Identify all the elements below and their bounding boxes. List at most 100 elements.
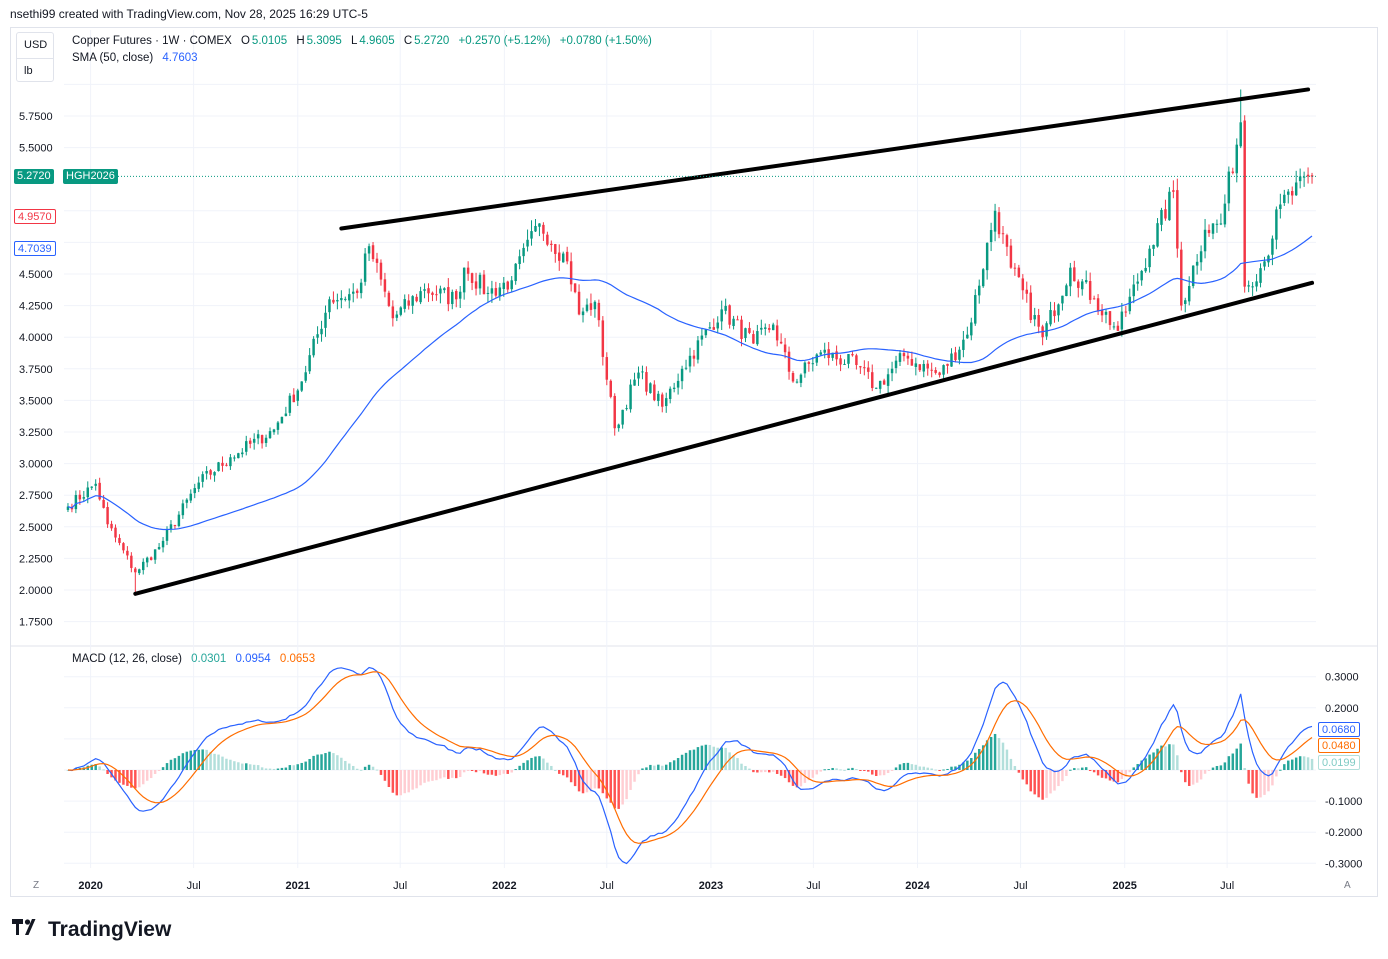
candle-body <box>1279 204 1282 209</box>
macd-hist-bar <box>1310 758 1314 770</box>
macd-hist-bar <box>415 770 418 789</box>
macd-hist-bar <box>764 770 767 773</box>
macd-hist-bar <box>661 765 664 770</box>
macd-hist-bar <box>114 770 117 781</box>
currency-label[interactable]: USD <box>17 33 53 59</box>
macd-hist-bar <box>530 757 533 770</box>
macd-hist-bar <box>775 770 779 774</box>
candle-body <box>264 437 268 443</box>
time-axis-label: 2022 <box>492 880 516 892</box>
macd-hist-bar <box>355 768 359 770</box>
macd-hist-bar <box>526 760 529 770</box>
macd-hist-bar <box>641 768 644 770</box>
auto-scale-button[interactable]: A <box>1344 880 1351 891</box>
candle-body <box>577 291 581 315</box>
macd-hist-bar <box>811 770 815 778</box>
candle-body <box>1148 248 1151 268</box>
candle-body <box>126 550 129 556</box>
macd-hist-bar <box>585 770 589 793</box>
macd-hist-bar <box>1013 766 1017 770</box>
candle-body <box>169 524 173 530</box>
candle-body <box>486 292 490 294</box>
candle-body <box>1191 265 1195 287</box>
macd-hist-bar <box>609 770 612 803</box>
candle-body <box>324 312 327 328</box>
macd-hist-bar <box>906 762 910 770</box>
candle-body <box>589 303 593 310</box>
candle-body <box>534 225 537 232</box>
macd-hist-bar <box>1045 770 1048 798</box>
candle-body <box>720 309 723 322</box>
candle-body <box>680 368 684 382</box>
macd-hist-bar <box>288 765 292 770</box>
candle-body <box>771 324 775 331</box>
unit-selector[interactable]: USD lb <box>16 32 54 82</box>
candle-body <box>1223 203 1227 225</box>
time-axis-label: Jul <box>1220 880 1234 892</box>
macd-hist-bar <box>657 764 660 770</box>
macd-hist-bar <box>118 770 121 783</box>
candle-body <box>657 393 660 401</box>
macd-hist-bar <box>344 760 347 770</box>
candle-body <box>399 307 403 315</box>
macd-hist-bar <box>1041 770 1044 800</box>
macd-hist-bar <box>431 770 434 781</box>
unit-label[interactable]: lb <box>24 65 33 77</box>
candle-body <box>760 327 763 330</box>
candle-body <box>482 274 486 295</box>
macd-hist-bar <box>716 747 719 770</box>
candle-body <box>122 543 125 551</box>
candle-body <box>696 340 700 360</box>
candle-body <box>118 537 121 543</box>
candle-body <box>1290 191 1294 196</box>
candle-body <box>815 354 819 363</box>
macd-histogram <box>66 733 1314 809</box>
candle-body <box>934 370 937 373</box>
candle-body <box>1120 311 1124 330</box>
macd-hist-bar <box>993 733 997 770</box>
price-axis-label: 4.2500 <box>19 301 53 313</box>
macd-hist-bar <box>284 767 288 770</box>
timezone-button[interactable]: Z <box>33 880 40 891</box>
macd-hist-bar <box>558 770 561 774</box>
candle-body <box>193 488 196 494</box>
candle-body <box>308 355 311 372</box>
macd-hist-bar <box>153 770 157 774</box>
candle-body <box>692 355 696 359</box>
candle-body <box>462 267 466 293</box>
candle-body <box>1029 292 1032 320</box>
sma-legend: SMA (50, close) 4.7603 <box>72 52 200 64</box>
candle-body <box>90 486 93 488</box>
candle-body <box>613 395 616 429</box>
candle-body <box>1152 244 1155 249</box>
macd-hist-bar <box>783 770 787 779</box>
candle-body <box>1112 326 1116 328</box>
macd-hist-bar <box>419 770 422 786</box>
macd-hist-bar <box>819 770 822 772</box>
symbol-label[interactable]: Copper Futures · 1W · COMEX <box>72 35 232 47</box>
macd-hist-bar <box>843 769 846 771</box>
candle-body <box>1077 281 1080 288</box>
candle-body <box>209 470 212 475</box>
candle-body <box>954 352 957 361</box>
candle-body <box>1156 223 1159 247</box>
candle-body <box>716 322 719 329</box>
sma-label[interactable]: SMA (50, close) <box>72 52 154 64</box>
candle-body <box>110 523 113 529</box>
macd-hist-bar <box>807 770 811 781</box>
macd-hist-bar <box>1148 754 1151 770</box>
candle-body <box>993 210 997 232</box>
candle-body <box>1187 286 1191 302</box>
candle-body <box>1053 310 1056 317</box>
macd-label[interactable]: MACD (12, 26, close) <box>72 653 182 665</box>
macd-hist-bar <box>391 770 395 793</box>
candle-body <box>926 363 929 369</box>
macd-hist-bar <box>328 751 331 770</box>
macd-hist-bar <box>882 770 886 776</box>
candle-body <box>443 288 446 291</box>
candle-body <box>114 527 117 538</box>
macd-hist-bar <box>871 770 874 775</box>
candle-body <box>867 367 870 372</box>
candle-body <box>561 253 565 263</box>
